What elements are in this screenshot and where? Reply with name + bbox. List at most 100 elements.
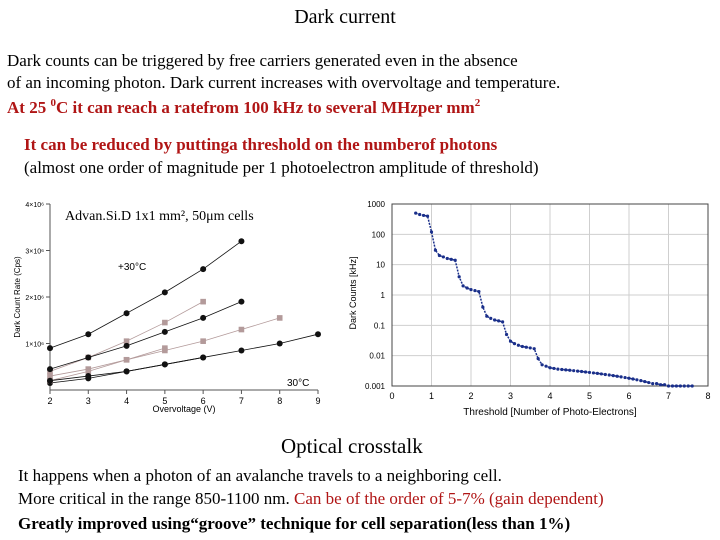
rc-point xyxy=(429,230,434,234)
rc-point xyxy=(611,374,615,378)
rc-point xyxy=(655,381,659,386)
lc-point xyxy=(47,373,53,379)
lc-point xyxy=(276,340,283,347)
lc-annotation-hot: +30°C xyxy=(118,262,146,273)
rc-point xyxy=(497,319,501,323)
rc-point xyxy=(556,367,560,371)
rc-y-tick-label: 0.01 xyxy=(369,352,385,361)
lc-point xyxy=(238,238,245,245)
rc-point xyxy=(591,371,596,375)
rc-point xyxy=(564,368,568,372)
lc-point xyxy=(238,347,245,354)
crosstalk-line-3: Greatly improved using“groove” technique… xyxy=(18,514,571,533)
rc-point xyxy=(682,384,686,388)
rc-point xyxy=(477,289,481,294)
lc-point xyxy=(123,338,130,344)
rc-x-tick-label: 7 xyxy=(666,391,671,401)
rc-point xyxy=(516,343,520,347)
lc-annotation-cold: 30°C xyxy=(287,378,309,389)
lc-y-tick-label: 4×10⁶ xyxy=(25,202,44,209)
lc-point xyxy=(123,368,130,375)
lc-x-tick-label: 5 xyxy=(162,396,167,406)
rc-point xyxy=(445,256,449,261)
lc-point xyxy=(47,366,53,373)
rc-point xyxy=(548,366,552,370)
rc-point xyxy=(659,383,663,387)
rc-y-tick-label: 10 xyxy=(376,261,385,270)
lc-point xyxy=(85,331,92,338)
rc-point xyxy=(595,371,599,376)
rc-point xyxy=(414,211,418,215)
rc-point xyxy=(473,288,477,293)
rc-point xyxy=(560,367,564,372)
lc-point xyxy=(161,289,168,296)
rc-point xyxy=(674,384,678,388)
rc-point xyxy=(520,344,524,349)
lc-point xyxy=(200,266,207,273)
lc-x-tick-label: 4 xyxy=(124,396,129,406)
rc-point xyxy=(690,384,694,388)
threshold-line-2: (almost one order of magnitude per 1 pho… xyxy=(24,158,539,177)
rc-point xyxy=(544,364,548,368)
lc-point xyxy=(200,314,207,321)
rc-x-tick-label: 5 xyxy=(587,391,592,401)
rc-point xyxy=(489,316,493,320)
rc-point xyxy=(607,373,611,377)
rc-point xyxy=(552,366,556,371)
rc-point xyxy=(623,375,627,380)
rc-point xyxy=(580,369,584,374)
rc-point xyxy=(627,376,631,380)
lc-point xyxy=(238,298,245,305)
rc-x-tick-label: 1 xyxy=(429,391,434,401)
rc-x-tick-label: 0 xyxy=(389,391,394,401)
rc-point xyxy=(536,357,540,361)
rc-point xyxy=(635,378,639,382)
rc-point xyxy=(576,369,580,373)
lc-x-tick-label: 7 xyxy=(239,396,244,406)
lc-point xyxy=(85,354,92,361)
lc-point xyxy=(85,366,92,372)
lc-series-line xyxy=(49,333,319,382)
rc-point xyxy=(686,384,690,388)
rc-point xyxy=(603,372,607,377)
rc-point xyxy=(643,379,647,384)
lc-point xyxy=(47,345,53,352)
rc-point xyxy=(615,374,619,378)
rc-y-tick-label: 1000 xyxy=(367,200,385,209)
lc-x-tick-label: 6 xyxy=(201,396,206,406)
threshold-chart: 0 1 2 3 4 5 6 7 8 0.001 0.01 0.1 1 10 100 1000 Threshol… xyxy=(342,193,716,425)
rc-point xyxy=(572,369,576,373)
lc-y-tick-label: 2×10⁶ xyxy=(25,295,44,302)
rc-point xyxy=(465,286,469,290)
lc-series-line xyxy=(49,347,165,382)
rc-x-tick-label: 4 xyxy=(547,391,552,401)
rc-point xyxy=(619,375,623,379)
rc-y-tick-label: 100 xyxy=(372,230,386,239)
rc-point xyxy=(441,255,445,259)
rc-point xyxy=(631,377,635,381)
rc-point xyxy=(508,339,513,343)
rc-point xyxy=(481,305,485,309)
rc-point xyxy=(449,257,453,261)
lc-series-line xyxy=(49,301,242,370)
intro-line-2: of an incoming photon. Dark current incr… xyxy=(7,73,561,92)
lc-point xyxy=(315,331,321,338)
rc-point xyxy=(666,384,671,388)
lc-y-label: Dark Count Rate (Cps) xyxy=(13,256,22,338)
rc-point xyxy=(437,253,441,258)
rc-point xyxy=(493,318,497,322)
rc-y-tick-label: 0.1 xyxy=(374,321,386,330)
rc-point xyxy=(469,288,473,292)
rc-point xyxy=(670,384,675,388)
lc-point xyxy=(161,361,168,368)
rc-point xyxy=(501,320,505,324)
rc-y-tick-label: 0.001 xyxy=(365,382,386,391)
rc-x-tick-label: 3 xyxy=(508,391,513,401)
lc-series-line xyxy=(49,240,242,349)
lc-x-tick-label: 9 xyxy=(315,396,320,406)
rc-point xyxy=(453,258,457,262)
lc-point xyxy=(123,342,130,349)
rc-x-tick-label: 2 xyxy=(468,391,473,401)
lc-point xyxy=(200,298,206,305)
